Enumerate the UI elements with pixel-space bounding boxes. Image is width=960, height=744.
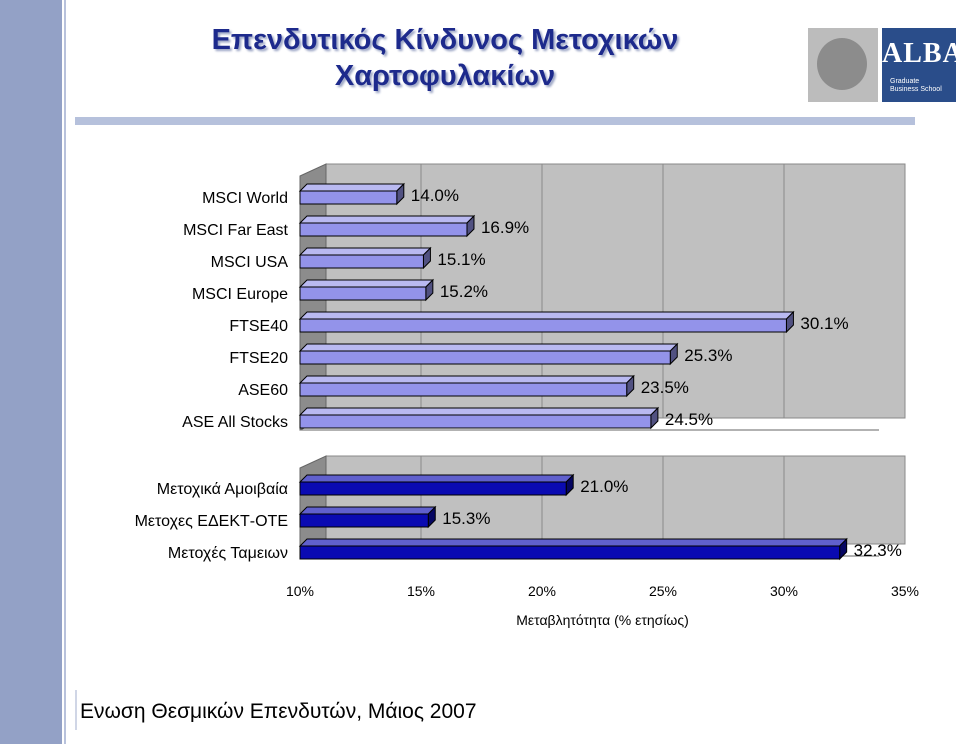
bar-top — [298, 375, 635, 384]
seal-icon — [808, 28, 878, 102]
bar — [299, 481, 567, 496]
bar-top — [298, 279, 435, 288]
bar — [299, 222, 468, 237]
x-tick-label: 25% — [649, 583, 677, 599]
logo-subtitle: Graduate Business School — [890, 78, 942, 93]
data-label: 16.9% — [481, 218, 529, 237]
bar — [299, 318, 787, 333]
bar — [299, 190, 398, 205]
bar-top — [298, 215, 476, 224]
logo-text: ALBA — [882, 38, 960, 69]
data-label: 30.1% — [800, 314, 848, 333]
data-label: 32.3% — [854, 541, 902, 560]
category-label: MSCI USA — [211, 254, 289, 271]
data-label: 15.1% — [437, 250, 485, 269]
category-label: Μετοχές Ταμειων — [168, 545, 288, 562]
data-label: 24.5% — [665, 410, 713, 429]
category-label: MSCI Far East — [183, 222, 288, 239]
x-tick-label: 35% — [891, 583, 919, 599]
x-tick-label: 30% — [770, 583, 798, 599]
bar — [299, 513, 429, 528]
category-label: MSCI World — [202, 190, 288, 207]
bar — [299, 350, 671, 365]
chart-back-wall — [325, 455, 906, 545]
category-label: Μετοχικά Αμοιβαία — [157, 481, 288, 498]
x-axis-label: Μεταβλητότητα (% ετησίως) — [516, 612, 689, 628]
bar-top — [298, 407, 660, 416]
bar — [299, 545, 841, 560]
bar-top — [298, 474, 575, 483]
bar-top — [298, 311, 795, 320]
category-label: ASE60 — [238, 382, 288, 399]
x-tick-label: 10% — [286, 583, 314, 599]
bar — [299, 382, 628, 397]
category-label: Μετοχες ΕΔΕΚΤ-ΟΤΕ — [135, 513, 288, 530]
data-label: 23.5% — [641, 378, 689, 397]
data-label: 25.3% — [684, 346, 732, 365]
title-divider — [75, 117, 915, 125]
category-label: ASE All Stocks — [182, 414, 288, 431]
category-label: FTSE20 — [229, 350, 288, 367]
left-decorative-strip — [0, 0, 62, 744]
slide-title: Επενδυτικός Κίνδυνος Μετοχικών Χαρτοφυλα… — [120, 22, 770, 94]
x-tick-label: 15% — [407, 583, 435, 599]
alba-logo: ALBA Graduate Business School — [808, 28, 960, 102]
alba-logo-box: ALBA Graduate Business School — [882, 28, 960, 102]
data-label: 14.0% — [411, 186, 459, 205]
x-tick-label: 20% — [528, 583, 556, 599]
data-label: 15.3% — [442, 509, 490, 528]
category-label: MSCI Europe — [192, 286, 288, 303]
bar — [299, 414, 652, 429]
bar-top — [298, 247, 432, 256]
category-label: FTSE40 — [229, 318, 288, 335]
data-label: 15.2% — [440, 282, 488, 301]
bar — [299, 254, 424, 269]
bar-top — [298, 506, 437, 515]
data-label: 21.0% — [580, 477, 628, 496]
footer-divider — [75, 690, 77, 730]
bar-top — [298, 538, 848, 547]
bar-top — [298, 343, 679, 352]
title-line-1: Επενδυτικός Κίνδυνος Μετοχικών — [211, 24, 679, 56]
bar — [299, 286, 427, 301]
title-line-2: Χαρτοφυλακίων — [334, 60, 556, 92]
footer-text: Ενωση Θεσμικών Επενδυτών, Μάιος 2007 — [80, 700, 477, 723]
left-decorative-line — [64, 0, 66, 744]
bar-top — [298, 183, 406, 192]
